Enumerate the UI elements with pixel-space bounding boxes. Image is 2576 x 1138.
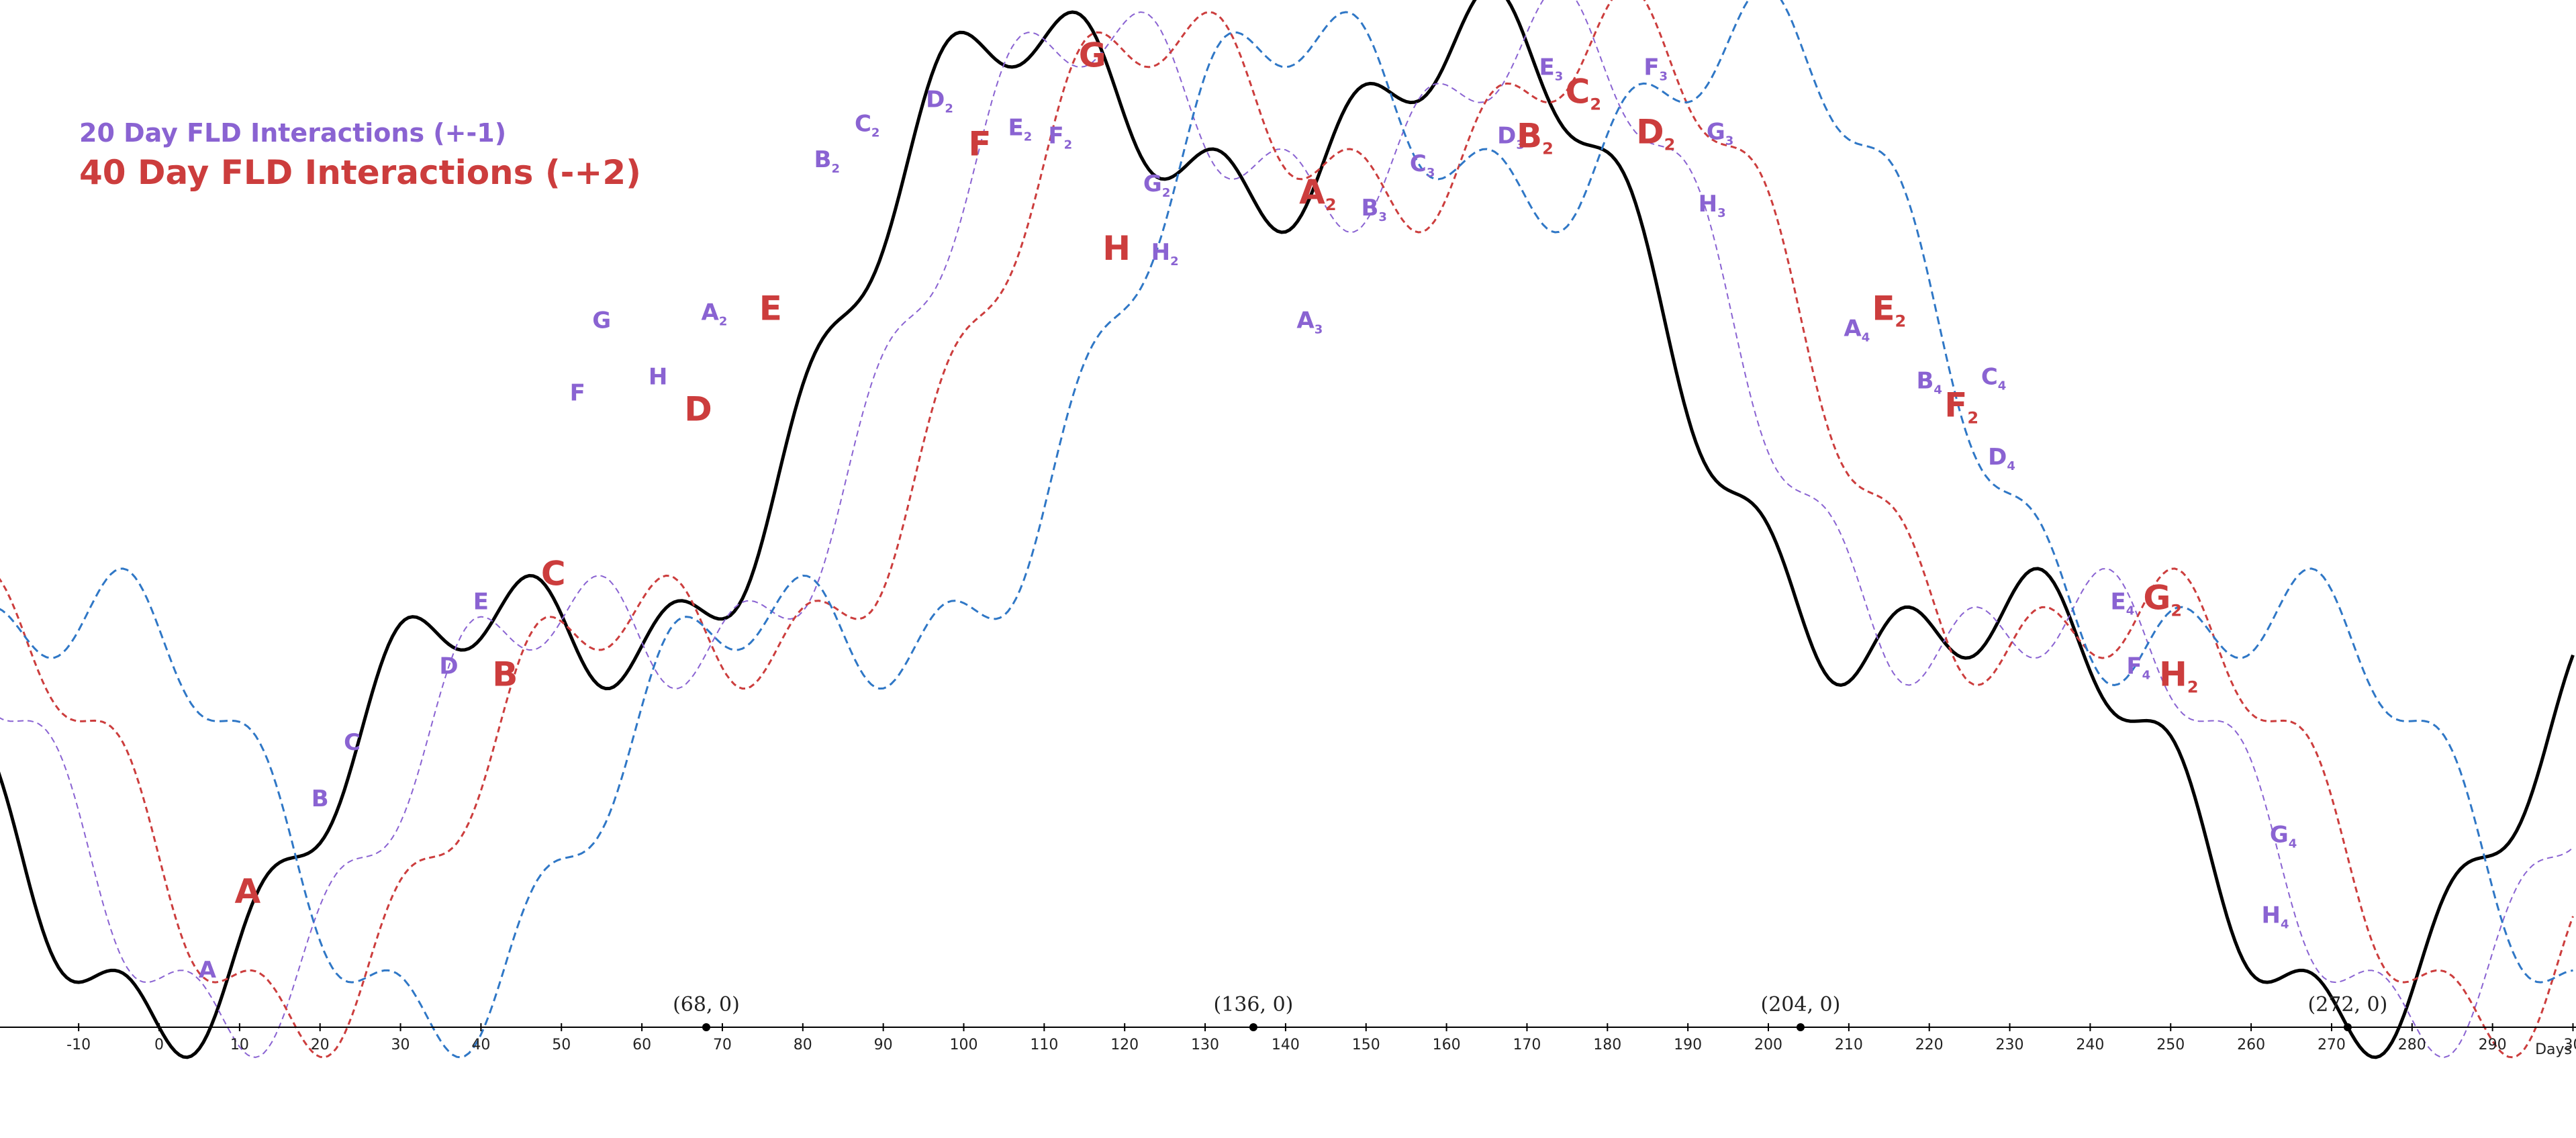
fld20-interaction-label: D: [439, 653, 458, 679]
fld20-interaction-label: E: [473, 589, 489, 616]
x-axis-unit-label: Days: [2535, 1041, 2572, 1058]
point-marker: [2343, 1023, 2352, 1031]
fld20-interaction-label: B3: [1362, 195, 1387, 224]
x-tick-label: 220: [1915, 1037, 1944, 1053]
x-tick-label: 140: [1272, 1037, 1300, 1053]
x-tick-label: 20: [311, 1037, 330, 1053]
fld20-interaction-label: G4: [2270, 822, 2297, 851]
x-tick-label: 40: [471, 1037, 490, 1053]
fld40-interaction-label: F2: [1944, 385, 1978, 427]
fld40-interaction-label: G: [1079, 36, 1106, 75]
x-tick-label: 240: [2076, 1037, 2104, 1053]
fld20-interaction-label: C3: [1410, 150, 1435, 180]
x-tick-label: 100: [950, 1037, 978, 1053]
fld20-interaction-label: G2: [1143, 171, 1170, 200]
fld20-interaction-label: H4: [2262, 902, 2289, 931]
point-marker: [1796, 1023, 1805, 1031]
fld40-interaction-label: B: [492, 655, 518, 694]
fld20-interaction-label: D4: [1988, 444, 2015, 473]
fld20-interaction-label: H: [649, 363, 667, 390]
fld20-interaction-label: B2: [814, 146, 840, 176]
fld20-interaction-label: F4: [2126, 653, 2150, 682]
fld20-interaction-label: B: [312, 786, 329, 812]
marked-points-layer: (68, 0) (136, 0) (204, 0) (272, 0): [673, 993, 2387, 1031]
fld20-interaction-label: E3: [1539, 54, 1564, 84]
fld40-interaction-label: G2: [2143, 579, 2182, 620]
fld40-interaction-label: B2: [1517, 116, 1554, 158]
fld40-interaction-label: E2: [1872, 289, 1906, 331]
fld20-interaction-label: C4: [1981, 363, 2006, 393]
x-tick-label: 60: [632, 1037, 651, 1053]
fld20-interaction-label: A2: [702, 299, 728, 329]
point-label: (68, 0): [673, 993, 740, 1016]
fld40-interaction-label: C2: [1566, 72, 1601, 113]
x-tick-label: 270: [2318, 1037, 2346, 1053]
fld40-interaction-label: E: [759, 289, 782, 328]
x-tick-label: 120: [1110, 1037, 1139, 1053]
x-tick-label: 80: [794, 1037, 812, 1053]
legend-fld40: 40 Day FLD Interactions (-+2): [79, 153, 641, 192]
x-tick-label: 130: [1191, 1037, 1219, 1053]
fld20-interaction-label: A: [199, 957, 217, 984]
fld20-interaction-label: H2: [1151, 239, 1179, 269]
x-tick-label: 190: [1674, 1037, 1702, 1053]
x-tick-label: 50: [552, 1037, 571, 1053]
x-axis: Days -10 0 10 20 30 40 50 60 70 80 90 100 110 120 130 1…: [0, 1023, 2576, 1058]
x-tick-label: 150: [1352, 1037, 1380, 1053]
fld40-interaction-label: F: [968, 124, 991, 163]
fld40-interaction-label: H2: [2159, 655, 2199, 696]
x-tick-label: 0: [154, 1037, 164, 1053]
x-tick-label: -10: [66, 1037, 91, 1053]
point-label: (136, 0): [1214, 993, 1294, 1016]
fld40-interaction-label: H: [1102, 229, 1131, 268]
fld20-curve: [0, 0, 2574, 1058]
x-tick-label: 110: [1030, 1037, 1058, 1053]
x-tick-label: 70: [713, 1037, 732, 1053]
fld20-interaction-label: F2: [1048, 122, 1072, 152]
fld40-interaction-label: C: [541, 555, 566, 594]
x-tick-label: 280: [2398, 1037, 2426, 1053]
fld20-interaction-label: C: [344, 729, 361, 756]
fld80-curve: [0, 0, 2573, 1059]
x-tick-label: 10: [230, 1037, 249, 1053]
fld40-curve: [0, 0, 2574, 1059]
fld20-interaction-label: C2: [855, 110, 879, 140]
fld40-interaction-label: D2: [1636, 112, 1675, 154]
fld20-interaction-label: B4: [1916, 367, 1942, 397]
price-curve: [0, 0, 2575, 1059]
fld20-interaction-label: E4: [2110, 589, 2134, 618]
x-tick-label: 260: [2237, 1037, 2265, 1053]
legend-fld20: 20 Day FLD Interactions (+-1): [79, 118, 507, 148]
x-tick-label: 200: [1754, 1037, 1782, 1053]
fld40-interaction-label: A: [234, 871, 260, 910]
curve-layer: [0, 0, 2575, 1059]
fld20-interaction-label: A3: [1296, 307, 1323, 337]
x-tick-label: 30: [391, 1037, 410, 1053]
fld20-interaction-label: H3: [1699, 191, 1726, 220]
x-tick-label: 160: [1433, 1037, 1461, 1053]
x-tick-label: 30: [2564, 1037, 2576, 1053]
fld20-interaction-label: F3: [1643, 54, 1668, 84]
x-tick-label: 250: [2156, 1037, 2185, 1053]
fld20-interaction-label: E2: [1008, 114, 1033, 144]
x-tick-label: 210: [1835, 1037, 1863, 1053]
x-tick-label: 90: [874, 1037, 893, 1053]
fld40-interaction-label: A2: [1299, 173, 1336, 214]
point-marker: [1249, 1023, 1257, 1031]
fld20-interaction-label: G: [592, 307, 611, 334]
x-tick-label: 290: [2479, 1037, 2507, 1053]
point-label: (272, 0): [2308, 993, 2388, 1016]
x-tick-label: 180: [1593, 1037, 1621, 1053]
point-label: (204, 0): [1761, 993, 1841, 1016]
fld20-interaction-label: F: [570, 379, 585, 406]
x-tick-label: 170: [1513, 1037, 1541, 1053]
x-tick-label: 230: [1996, 1037, 2024, 1053]
point-marker: [702, 1023, 710, 1031]
fld20-interaction-label: G3: [1707, 118, 1733, 148]
fld20-interaction-label: A4: [1844, 316, 1870, 345]
fld40-interaction-label: D: [684, 389, 712, 428]
fld20-interaction-label: D2: [926, 86, 953, 115]
